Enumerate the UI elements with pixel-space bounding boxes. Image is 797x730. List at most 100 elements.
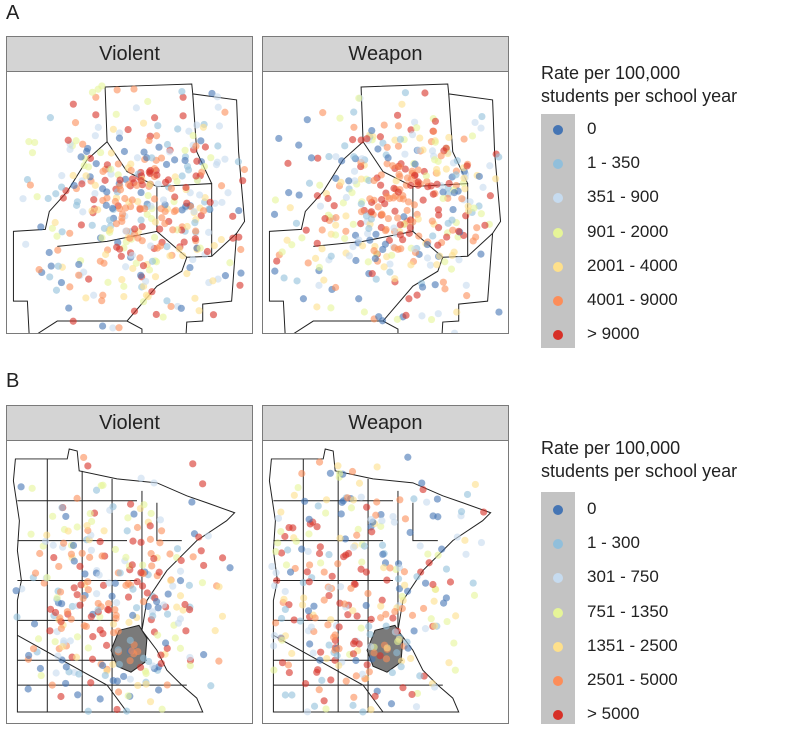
school-point: [164, 590, 172, 598]
school-point: [428, 217, 436, 225]
school-point: [335, 469, 344, 477]
school-point: [191, 219, 199, 227]
school-point: [123, 707, 131, 715]
school-point: [179, 112, 187, 120]
school-point: [427, 615, 435, 623]
school-point: [157, 651, 165, 659]
school-point: [395, 564, 404, 572]
school-point: [315, 686, 323, 694]
legend-label: 0: [587, 119, 597, 138]
school-point: [173, 545, 182, 553]
school-point: [116, 204, 124, 213]
school-point: [144, 97, 152, 106]
school-point: [189, 460, 197, 468]
school-point: [352, 656, 360, 665]
legend-swatch: [553, 159, 563, 170]
school-point: [113, 86, 121, 94]
school-point: [290, 491, 298, 499]
school-point: [348, 189, 356, 197]
school-point: [318, 245, 326, 253]
school-point: [350, 108, 358, 116]
school-point: [87, 679, 95, 687]
school-point: [77, 221, 85, 229]
school-point: [240, 165, 249, 174]
school-point: [148, 154, 156, 162]
school-point: [379, 550, 387, 558]
school-point: [151, 195, 159, 203]
school-point: [377, 614, 385, 622]
school-point: [368, 528, 376, 536]
school-point: [389, 162, 397, 170]
school-point: [280, 595, 288, 603]
school-point: [116, 245, 124, 253]
school-point: [186, 662, 194, 670]
school-point: [449, 205, 457, 214]
facet-strip-title: Weapon: [263, 406, 508, 441]
school-point: [134, 647, 142, 656]
school-point: [201, 143, 209, 151]
school-point: [359, 242, 367, 250]
school-point: [72, 137, 80, 145]
school-point: [88, 655, 97, 663]
legend-label: 1 - 350: [587, 153, 640, 173]
school-point: [115, 660, 124, 668]
school-point: [121, 194, 129, 203]
school-point: [377, 510, 385, 519]
school-point: [75, 670, 83, 678]
school-point: [31, 569, 40, 577]
school-point: [288, 241, 296, 249]
school-point: [132, 259, 140, 267]
school-point: [44, 194, 52, 203]
school-point: [127, 500, 135, 508]
school-point: [124, 692, 132, 700]
school-point: [394, 214, 402, 222]
school-point: [348, 467, 357, 476]
school-point: [211, 627, 219, 635]
school-point: [185, 581, 193, 589]
school-point: [406, 223, 414, 232]
school-point: [316, 202, 325, 210]
school-point: [463, 490, 472, 498]
school-point: [277, 614, 286, 623]
school-point: [79, 594, 87, 602]
school-point: [88, 207, 96, 215]
school-point: [322, 509, 330, 517]
school-point: [137, 569, 145, 577]
school-point: [330, 202, 338, 210]
school-point: [386, 260, 394, 268]
school-point: [178, 172, 186, 180]
school-point: [295, 141, 303, 149]
school-point: [151, 273, 160, 281]
school-point: [285, 524, 293, 532]
school-point: [384, 214, 392, 223]
school-point: [365, 668, 373, 676]
state-map-weapon: [263, 441, 508, 723]
school-point: [163, 297, 171, 305]
school-point: [367, 208, 375, 216]
school-point: [84, 163, 93, 171]
school-point: [344, 549, 353, 558]
school-point: [98, 552, 106, 560]
school-point: [365, 224, 373, 233]
facet-strip-title: Weapon: [263, 37, 508, 72]
school-point: [367, 515, 375, 524]
school-point: [303, 708, 312, 716]
school-point: [60, 539, 68, 547]
school-point: [281, 691, 289, 699]
school-point: [175, 245, 183, 253]
school-point: [166, 550, 174, 558]
school-point: [477, 210, 485, 218]
school-point: [377, 181, 385, 189]
school-point: [457, 508, 466, 516]
school-point: [163, 644, 171, 652]
school-point: [342, 193, 350, 202]
school-point: [401, 515, 410, 523]
school-point: [130, 85, 138, 93]
school-point: [390, 244, 399, 252]
school-point: [428, 147, 437, 155]
school-point: [100, 224, 108, 232]
school-point: [88, 517, 96, 526]
school-point: [362, 601, 370, 610]
school-point: [430, 622, 439, 630]
school-point: [374, 203, 382, 211]
